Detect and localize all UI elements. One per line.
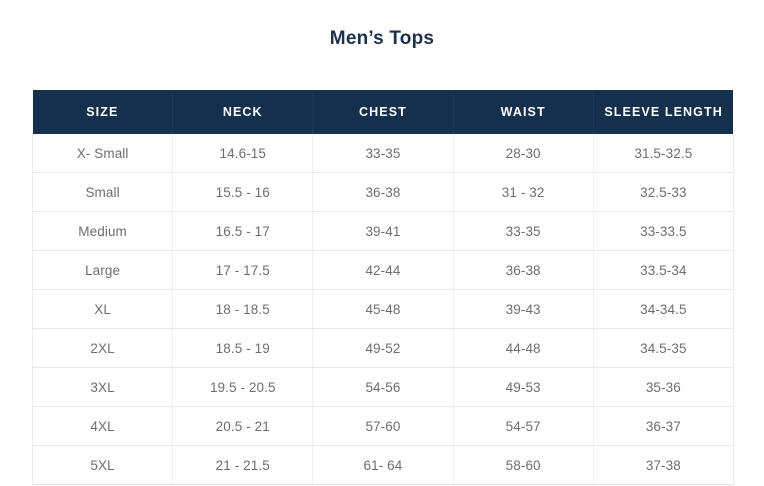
- cell-size: Small: [31, 172, 174, 212]
- cell-waist: 58-60: [453, 445, 594, 485]
- cell-waist: 44-48: [453, 328, 594, 368]
- cell-chest: 39-41: [312, 211, 454, 251]
- cell-size: 2XL: [31, 328, 174, 368]
- cell-waist: 36-38: [453, 250, 594, 290]
- cell-chest: 33-35: [312, 134, 454, 173]
- cell-sleeve_length: 34-34.5: [593, 289, 734, 329]
- cell-sleeve_length: 36-37: [593, 406, 734, 446]
- cell-size: Large: [31, 250, 174, 290]
- cell-waist: 28-30: [453, 134, 594, 173]
- table-row: Small 15.5 - 16 36-38 31 - 32 32.5-33: [31, 172, 734, 212]
- cell-sleeve_length: 32.5-33: [593, 172, 734, 212]
- cell-sleeve_length: 35-36: [593, 367, 734, 407]
- cell-waist: 33-35: [453, 211, 594, 251]
- cell-size: 5XL: [31, 445, 174, 485]
- cell-size: X- Small: [31, 134, 174, 173]
- cell-chest: 36-38: [312, 172, 454, 212]
- table-row: Large 17 - 17.5 42-44 36-38 33.5-34: [31, 250, 734, 290]
- column-header-waist[interactable]: WAIST: [453, 90, 594, 134]
- cell-waist: 39-43: [453, 289, 594, 329]
- cell-chest: 49-52: [312, 328, 454, 368]
- cell-chest: 42-44: [312, 250, 454, 290]
- cell-neck: 20.5 - 21: [172, 406, 314, 446]
- cell-chest: 61- 64: [312, 445, 454, 485]
- cell-sleeve_length: 33-33.5: [593, 211, 734, 251]
- cell-sleeve_length: 31.5-32.5: [593, 134, 734, 173]
- cell-chest: 54-56: [312, 367, 454, 407]
- table-body: X- Small 14.6-15 33-35 28-30 31.5-32.5 Small 1…: [31, 134, 734, 485]
- table-header-row: SIZE NECK CHEST WAIST SLEEVE LENGTH: [32, 90, 734, 134]
- column-header-chest[interactable]: CHEST: [312, 90, 454, 134]
- cell-neck: 17 - 17.5: [172, 250, 314, 290]
- column-header-sleeve_length[interactable]: SLEEVE LENGTH: [593, 90, 734, 134]
- cell-waist: 49-53: [453, 367, 594, 407]
- cell-sleeve_length: 34.5-35: [593, 328, 734, 368]
- cell-neck: 18.5 - 19: [172, 328, 314, 368]
- cell-neck: 19.5 - 20.5: [172, 367, 314, 407]
- table-row: XL 18 - 18.5 45-48 39-43 34-34.5: [31, 289, 734, 329]
- cell-sleeve_length: 33.5-34: [593, 250, 734, 290]
- cell-neck: 14.6-15: [172, 134, 314, 173]
- cell-neck: 21 - 21.5: [172, 445, 314, 485]
- table-row: 3XL 19.5 - 20.5 54-56 49-53 35-36: [31, 367, 734, 407]
- table-row: X- Small 14.6-15 33-35 28-30 31.5-32.5: [31, 134, 734, 173]
- cell-neck: 16.5 - 17: [172, 211, 314, 251]
- cell-size: XL: [31, 289, 174, 329]
- cell-size: Medium: [31, 211, 174, 251]
- table-head: SIZE NECK CHEST WAIST SLEEVE LENGTH: [32, 90, 734, 134]
- cell-sleeve_length: 37-38: [593, 445, 734, 485]
- column-header-neck[interactable]: NECK: [172, 90, 314, 134]
- table-row: Medium 16.5 - 17 39-41 33-35 33-33.5: [31, 211, 734, 251]
- size-chart-table-container: SIZE NECK CHEST WAIST SLEEVE LENGTH X- Small…: [31, 90, 734, 485]
- table-row: 5XL 21 - 21.5 61- 64 58-60 37-38: [31, 445, 734, 485]
- column-header-size[interactable]: SIZE: [32, 90, 174, 134]
- cell-chest: 45-48: [312, 289, 454, 329]
- cell-size: 4XL: [31, 406, 174, 446]
- cell-neck: 15.5 - 16: [172, 172, 314, 212]
- cell-waist: 54-57: [453, 406, 594, 446]
- table-row: 2XL 18.5 - 19 49-52 44-48 34.5-35: [31, 328, 734, 368]
- cell-waist: 31 - 32: [453, 172, 594, 212]
- size-chart-table: SIZE NECK CHEST WAIST SLEEVE LENGTH X- Small…: [31, 90, 734, 485]
- page-title: Men’s Tops: [329, 28, 435, 49]
- cell-chest: 57-60: [312, 406, 454, 446]
- table-row: 4XL 20.5 - 21 57-60 54-57 36-37: [31, 406, 734, 446]
- cell-size: 3XL: [31, 367, 174, 407]
- cell-neck: 18 - 18.5: [172, 289, 314, 329]
